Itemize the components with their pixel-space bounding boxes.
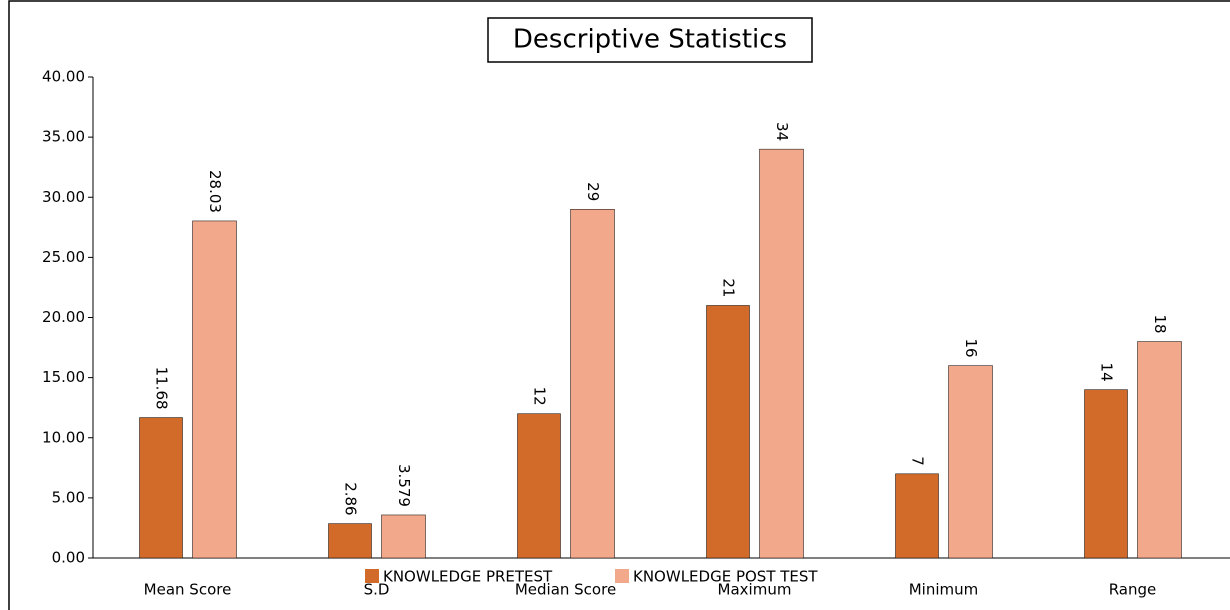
y-tick-label: 25.00	[42, 248, 85, 266]
bar	[759, 148, 804, 559]
y-tick-label: 35.00	[42, 128, 85, 146]
bar	[328, 523, 372, 559]
data-label: 21	[720, 278, 738, 297]
bar	[192, 220, 237, 559]
legend-swatch	[615, 569, 629, 583]
y-tick-label: 10.00	[42, 428, 85, 446]
bar	[706, 305, 750, 559]
y-tick-label: 30.00	[42, 188, 85, 206]
data-label: 2.86	[342, 482, 360, 515]
bar	[895, 473, 939, 559]
data-label: 34	[773, 122, 791, 141]
legend-label: KNOWLEDGE PRETEST	[383, 568, 553, 586]
title-box	[487, 17, 813, 63]
x-tick-label: Median Score	[515, 581, 616, 599]
chart-border	[8, 0, 1230, 610]
data-label: 7	[909, 456, 927, 466]
y-tick-label: 40.00	[42, 68, 85, 86]
bar	[570, 209, 615, 559]
legend-label: KNOWLEDGE POST TEST	[633, 568, 818, 586]
data-label: 18	[1151, 314, 1169, 333]
y-tick-label: 0.00	[52, 549, 85, 567]
data-label: 11.68	[153, 367, 171, 410]
x-tick-label: Minimum	[909, 581, 979, 599]
legend-swatch	[365, 569, 379, 583]
y-tick-label: 20.00	[42, 308, 85, 326]
data-label: 28.03	[206, 170, 224, 213]
bar	[948, 365, 993, 559]
chart-title: Descriptive Statistics	[513, 25, 787, 55]
x-tick-label: Mean Score	[144, 581, 232, 599]
bar	[139, 417, 183, 559]
data-label: 16	[962, 339, 980, 358]
data-label: 14	[1098, 363, 1116, 382]
y-tick-label: 15.00	[42, 368, 85, 386]
bar	[1084, 389, 1128, 559]
data-label: 12	[531, 387, 549, 406]
bar	[517, 413, 561, 559]
bar	[381, 514, 426, 559]
x-tick-label: S.D	[364, 581, 390, 599]
y-tick-label: 5.00	[52, 488, 85, 506]
data-label: 3.579	[395, 464, 413, 507]
data-label: 29	[584, 182, 602, 201]
bar	[1137, 341, 1182, 559]
x-tick-label: Range	[1109, 581, 1157, 599]
x-tick-label: Maximum	[718, 581, 792, 599]
